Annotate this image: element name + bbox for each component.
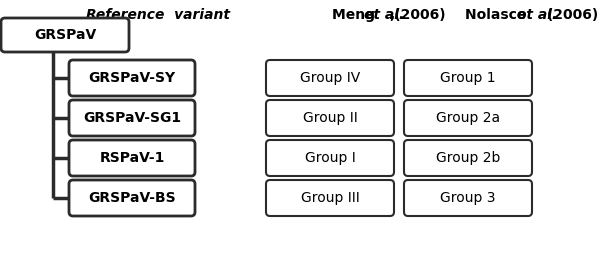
Text: Group I: Group I — [305, 151, 356, 165]
Text: Group II: Group II — [303, 111, 357, 125]
FancyBboxPatch shape — [69, 100, 195, 136]
FancyBboxPatch shape — [404, 180, 532, 216]
FancyBboxPatch shape — [266, 60, 394, 96]
FancyBboxPatch shape — [69, 180, 195, 216]
FancyBboxPatch shape — [266, 100, 394, 136]
FancyBboxPatch shape — [404, 60, 532, 96]
Text: Group 2b: Group 2b — [436, 151, 500, 165]
FancyBboxPatch shape — [1, 18, 129, 52]
Text: Group IV: Group IV — [300, 71, 360, 85]
Text: GRSPaV-SY: GRSPaV-SY — [88, 71, 175, 85]
FancyBboxPatch shape — [69, 60, 195, 96]
Text: Group 3: Group 3 — [440, 191, 496, 205]
Text: GRSPaV-SG1: GRSPaV-SG1 — [83, 111, 181, 125]
FancyBboxPatch shape — [404, 100, 532, 136]
Text: Reference  variant: Reference variant — [86, 8, 230, 22]
FancyBboxPatch shape — [266, 180, 394, 216]
FancyBboxPatch shape — [404, 140, 532, 176]
Text: Group III: Group III — [300, 191, 359, 205]
Text: Group 1: Group 1 — [440, 71, 496, 85]
FancyBboxPatch shape — [266, 140, 394, 176]
FancyBboxPatch shape — [69, 140, 195, 176]
Text: (2006): (2006) — [542, 8, 598, 22]
Text: Group 2a: Group 2a — [436, 111, 500, 125]
Text: Meng: Meng — [332, 8, 380, 22]
Text: GRSPaV: GRSPaV — [34, 28, 96, 42]
Text: et al.: et al. — [364, 8, 404, 22]
Text: Nolasco: Nolasco — [465, 8, 531, 22]
Text: ,(2006): ,(2006) — [389, 8, 446, 22]
Text: RSPaV-1: RSPaV-1 — [99, 151, 165, 165]
Text: et al.: et al. — [517, 8, 557, 22]
Text: GRSPaV-BS: GRSPaV-BS — [88, 191, 176, 205]
